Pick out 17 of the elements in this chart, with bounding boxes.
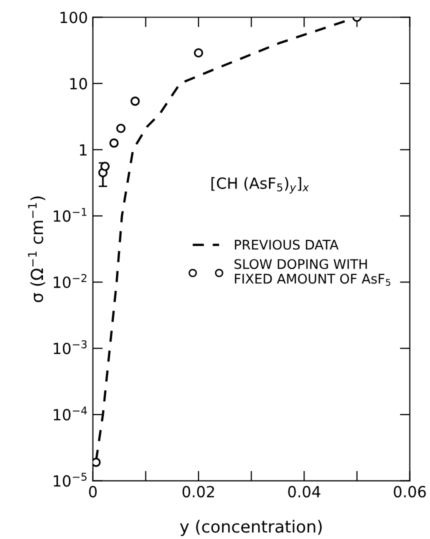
y-tick-label: 100 [60, 12, 88, 24]
y-tick-label: 10$^{−2}$ [54, 274, 86, 288]
y-axis-title: σ (Ω$^{−1}$ cm$^{−1}$) [28, 196, 46, 302]
y-tick-label: 10 [70, 78, 88, 90]
y-tick-label: 1 [80, 144, 87, 156]
y-tick-label: 10$^{−5}$ [54, 472, 87, 487]
x-axis-title: y (concentration) [180, 520, 322, 536]
y-tick-label: 10$^{−4}$ [54, 406, 87, 420]
y-tick-label: 10$^{−3}$ [54, 340, 87, 354]
annotation: [CH (AsF$_{5}$)$_{y}$]$_{x}$ [211, 177, 310, 194]
x-tick-label: 0.02 [182, 486, 214, 498]
x-tick-label: 0.04 [288, 486, 320, 498]
y-tick-label: 10$^{−1}$ [54, 208, 86, 222]
x-tick-label: 0.06 [394, 486, 426, 498]
x-tick-label: 0 [89, 486, 97, 498]
legend-label: PREVIOUS DATA [234, 240, 339, 250]
legend-label: SLOW DOPING WITH FIXED AMOUNT OF AsF$_{5}$ [234, 259, 390, 286]
